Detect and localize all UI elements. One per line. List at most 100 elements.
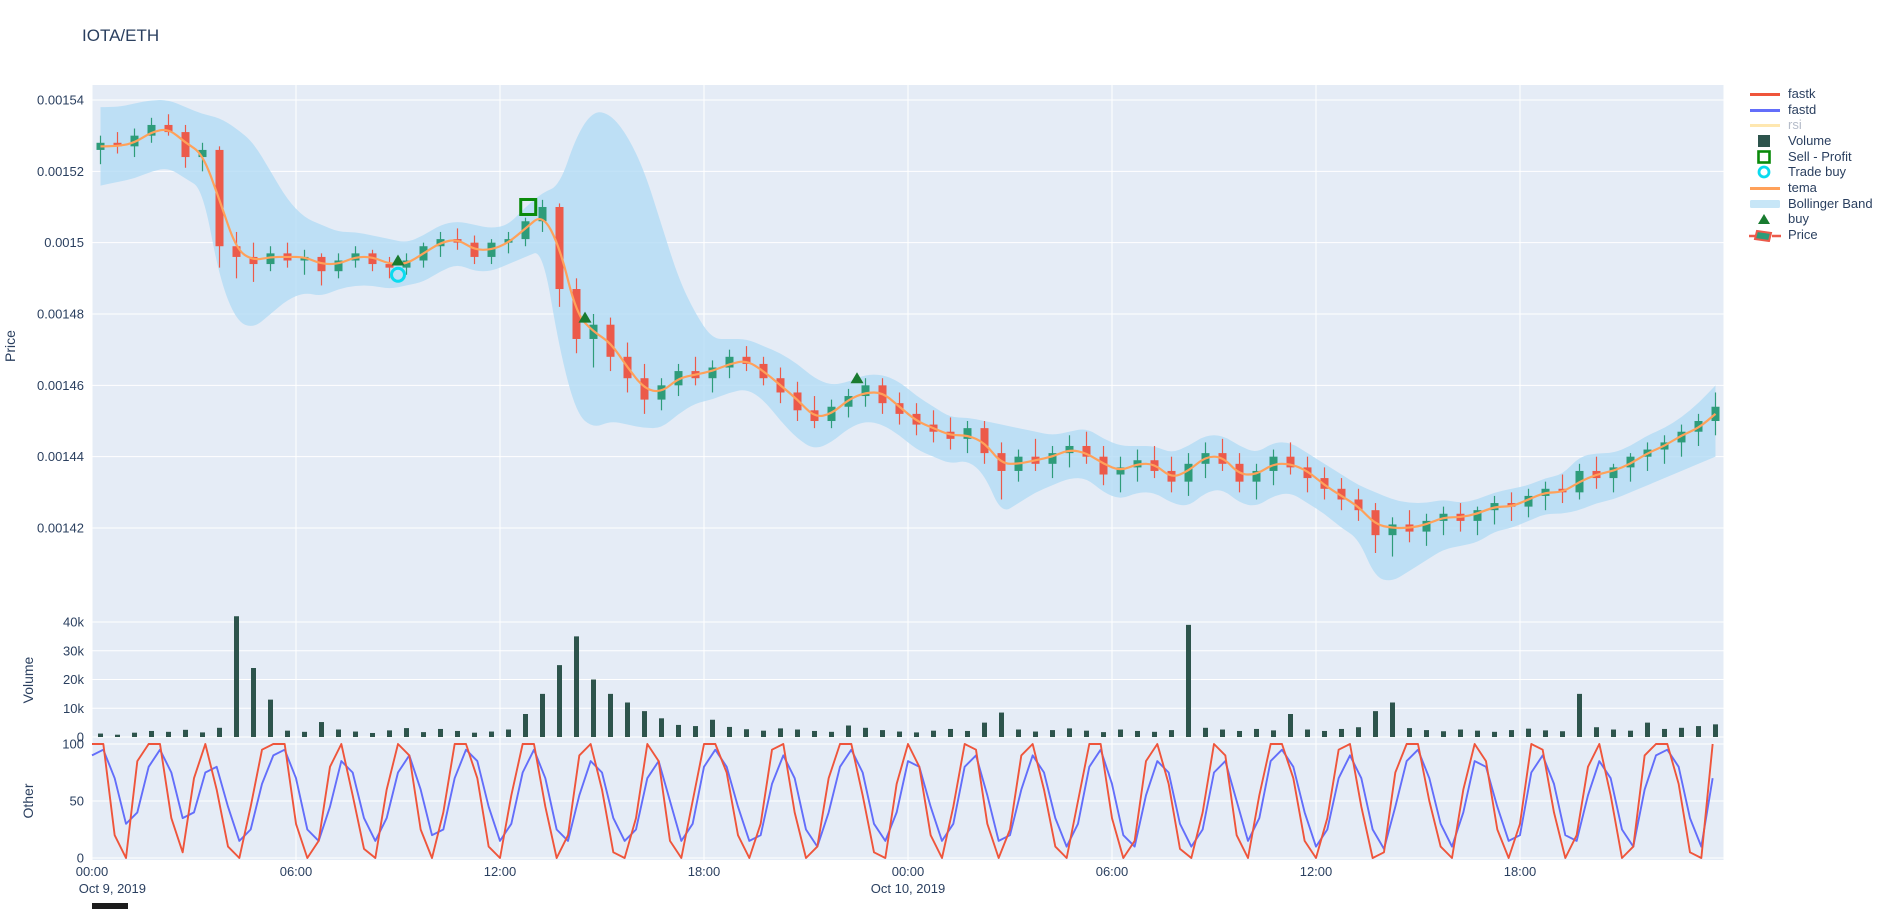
volume-bar [540,693,545,737]
trade-buy-legend-icon [1747,165,1783,179]
volume-bar [506,729,511,737]
volume-bar [115,734,120,737]
x-tick-label: 06:00 [1096,864,1129,879]
candle-body [198,149,207,158]
candle-body [147,124,156,136]
legend-label: buy [1788,211,1809,227]
buy-marker [391,254,405,266]
volume-bar [574,636,579,737]
volume-bar [829,731,834,737]
price-tick-label: 0.00144 [37,449,84,464]
candle-body [963,428,972,439]
volume-bar [795,729,800,737]
volume-bar [1458,729,1463,737]
volume-bar [472,732,477,737]
volume-bar [149,730,154,737]
bollinger-band-legend-icon [1747,197,1783,211]
volume-bar [1560,731,1565,737]
volume-bar [421,732,426,737]
volume-bar [1628,730,1633,737]
legend-label: fastd [1788,101,1817,117]
legend-item-price[interactable]: Price [1747,227,1873,243]
volume-legend-icon [1747,134,1783,148]
candle-body [674,371,683,386]
legend-item-trade-buy[interactable]: Trade buy [1747,164,1873,180]
volume-bar [710,719,715,737]
candle-body [385,264,394,268]
volume-bar [1577,693,1582,737]
x-tick-label: 00:00 [76,864,109,879]
legend-item-rsi[interactable]: rsi [1747,117,1873,133]
volume-bar [353,731,358,737]
price-tick-label: 0.00146 [37,378,84,393]
volume-bar [1203,727,1208,737]
volume-bar [965,730,970,737]
legend-item-tema[interactable]: tema [1747,180,1873,196]
legend-item-sell-profit[interactable]: Sell - Profit [1747,149,1873,165]
chart-title: IOTA/ETH [82,26,160,45]
price-tick-label: 0.00142 [37,521,84,536]
volume-bar [523,714,528,737]
candle-body [1337,488,1346,500]
volume-bar [557,665,562,737]
volume-bar [948,728,953,737]
volume-bar [1084,730,1089,737]
volume-bar [336,729,341,737]
volume-bar [676,724,681,737]
volume-bar [1305,729,1310,737]
candle-body [1388,524,1397,536]
legend-item-fastd[interactable]: fastd [1747,102,1873,118]
candle-body [538,206,547,222]
candle-body [1354,499,1363,511]
volume-bar [659,718,664,737]
volume-bar [1662,728,1667,737]
buy-marker [850,372,864,384]
volume-bar [285,730,290,737]
volume-bar [166,731,171,737]
candle-body [1422,520,1431,532]
legend-label: tema [1788,179,1817,195]
x-tick-label: 06:00 [280,864,313,879]
candle-body [1286,456,1295,468]
candle-body [1609,467,1618,479]
volume-bar [217,727,222,737]
candle-body [1269,456,1278,471]
volume-bar [1696,726,1701,737]
volume-bar [1492,731,1497,737]
candle-body [1626,456,1635,468]
volume-bar [693,726,698,737]
legend-item-bollinger-band[interactable]: Bollinger Band [1747,196,1873,212]
volume-bar [438,728,443,737]
oscillator-tick-label: 0 [77,851,84,866]
volume-bar [982,722,987,737]
legend-item-buy[interactable]: buy [1747,212,1873,228]
volume-bar [183,729,188,737]
volume-bar [846,725,851,737]
candle-body [742,356,751,364]
volume-bar [1611,729,1616,737]
candle-body [1065,445,1074,454]
volume-tick-label: 10k [63,701,84,716]
tema-line [100,128,1717,530]
volume-bar [931,730,936,737]
legend-item-fastk[interactable]: fastk [1747,86,1873,102]
volume-bar [1288,714,1293,737]
volume-bar [1016,729,1021,737]
volume-bar [387,730,392,737]
volume-bar [1237,730,1242,737]
volume-bar [1713,724,1718,737]
volume-bar [1509,730,1514,737]
volume-bar [1356,727,1361,737]
candle-body [980,428,989,454]
candle-body [181,132,190,158]
legend-item-volume[interactable]: Volume [1747,133,1873,149]
candle-body [232,246,241,257]
volume-bar [1424,730,1429,737]
volume-bar [897,731,902,737]
candle-body [1677,431,1686,443]
price-tick-label: 0.0015 [44,235,84,250]
volume-bar [98,733,103,737]
buy-legend-icon [1747,212,1783,226]
